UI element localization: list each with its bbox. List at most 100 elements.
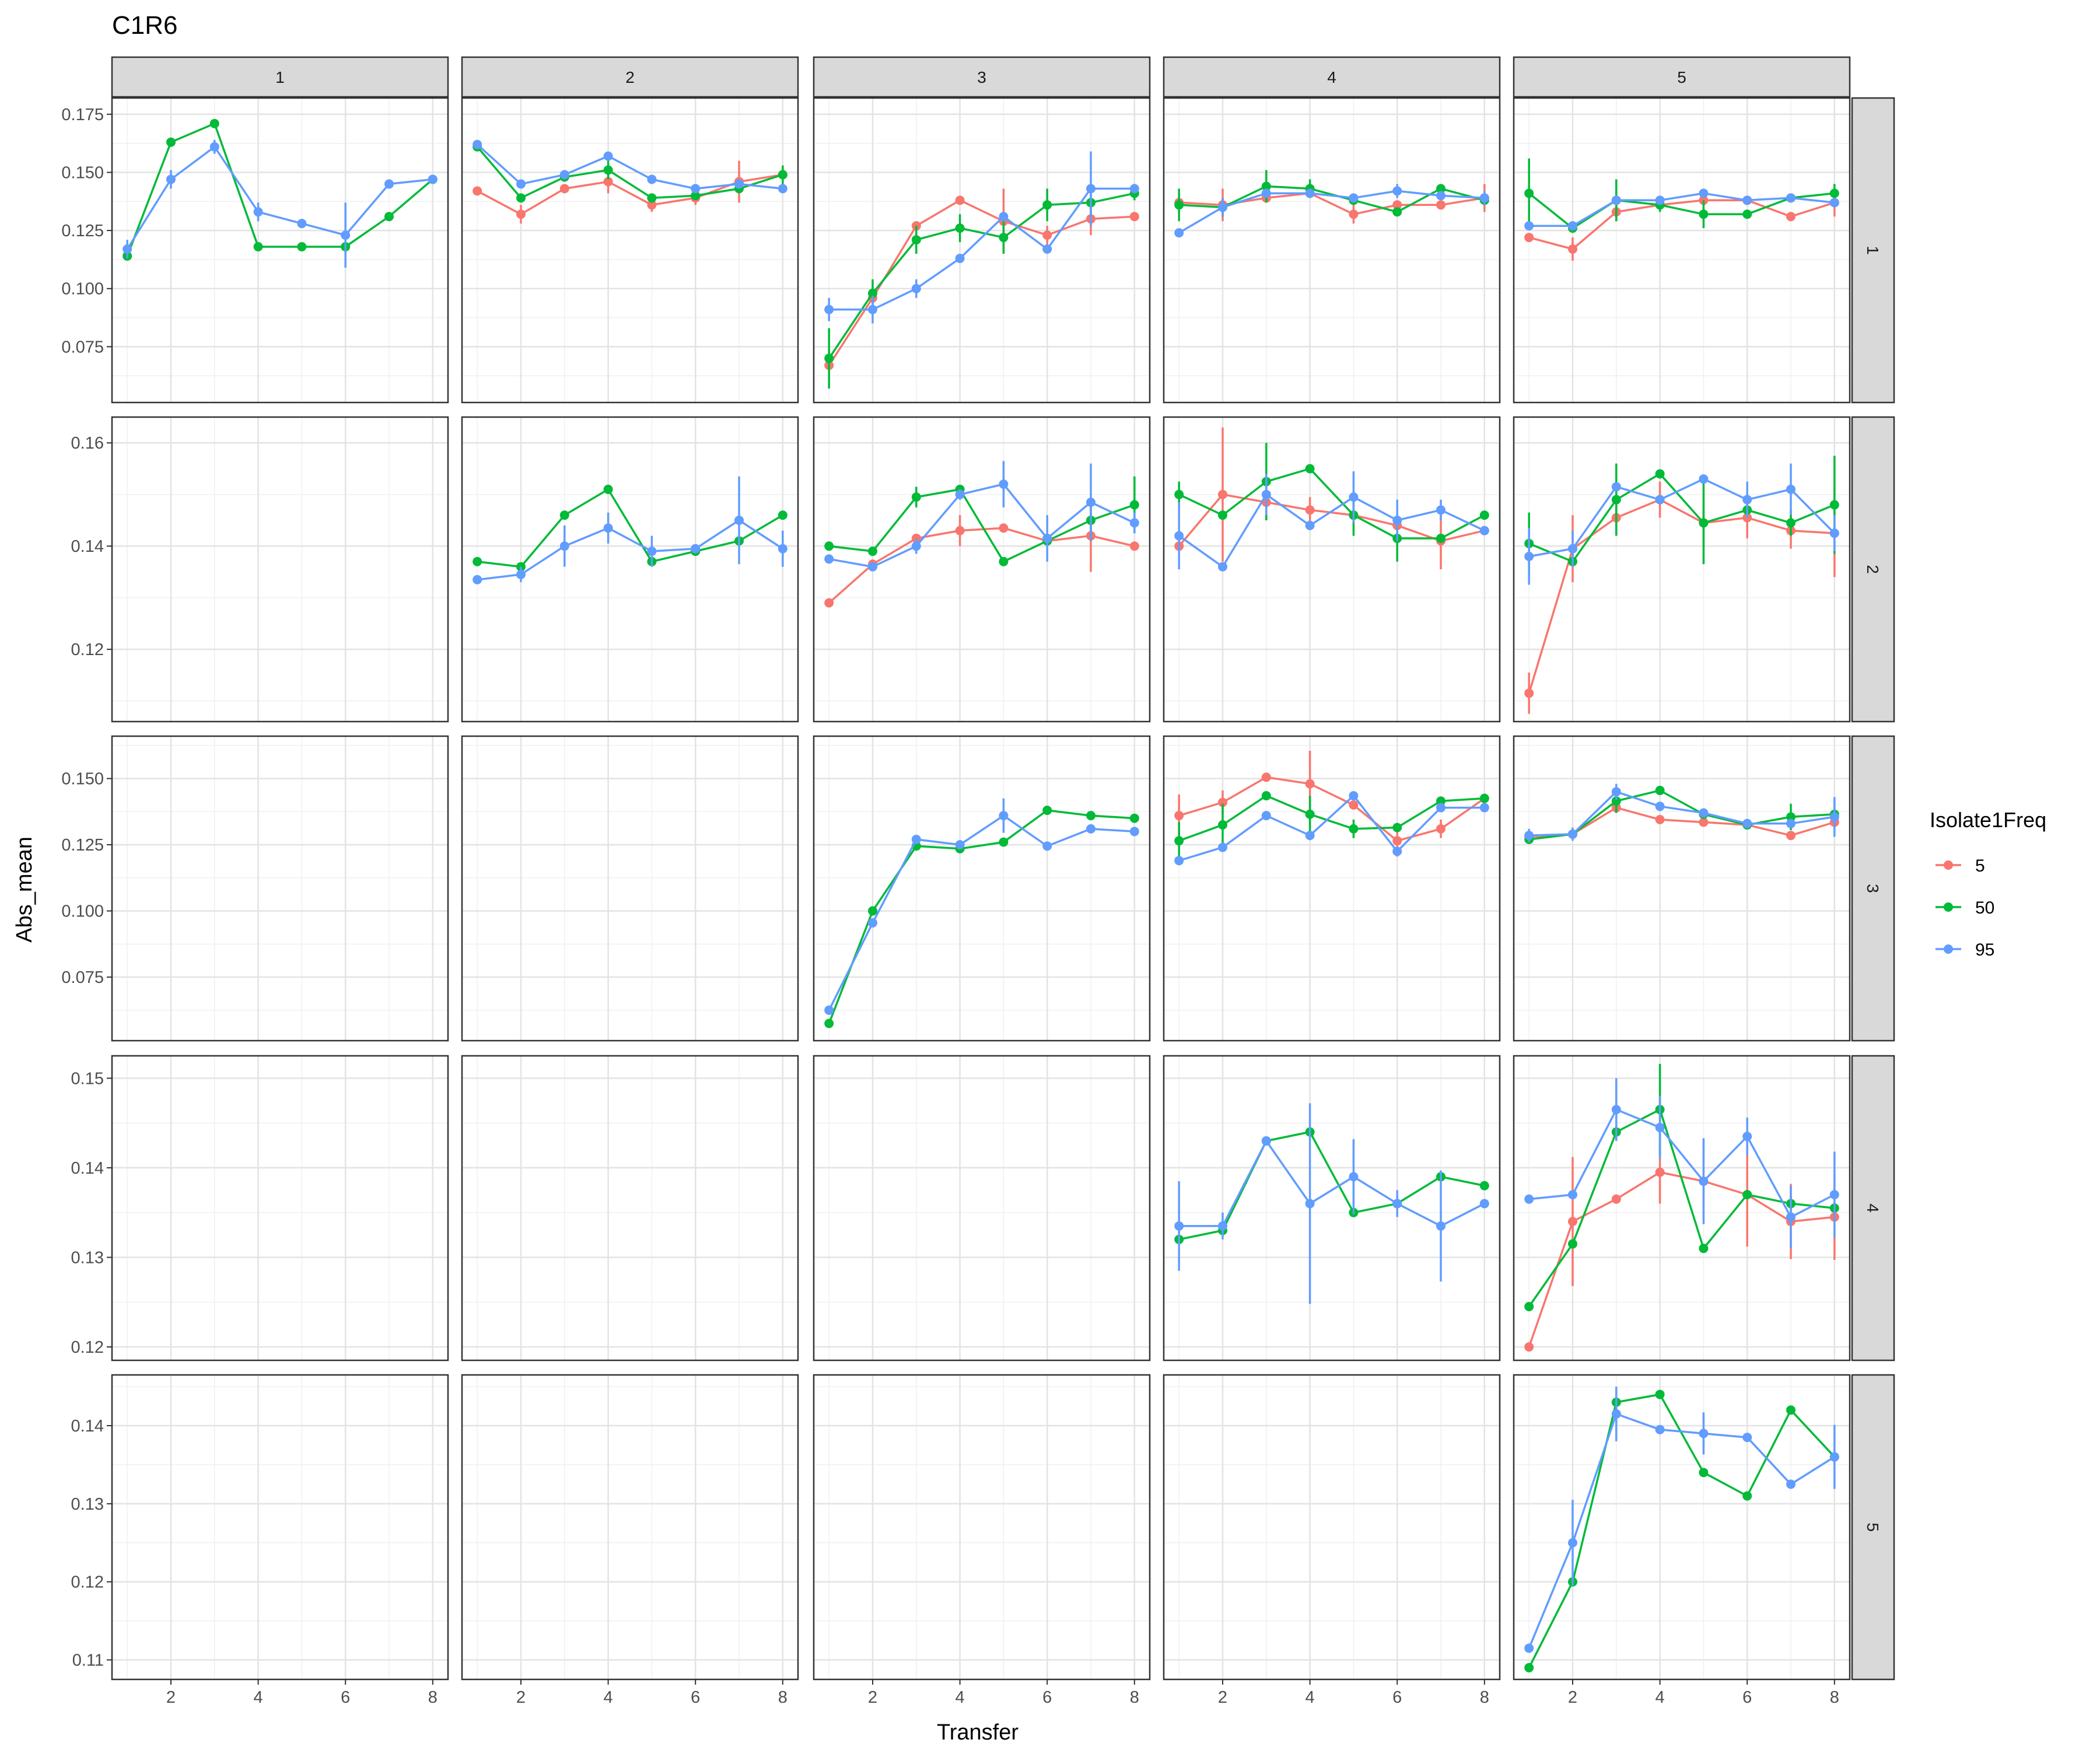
data-point	[1524, 1342, 1534, 1352]
data-point	[1349, 209, 1359, 219]
panel-r4-c1	[112, 1056, 448, 1360]
y-tick-label: 0.13	[71, 1248, 104, 1267]
data-point	[1174, 228, 1184, 238]
data-point	[1174, 1221, 1184, 1231]
data-point	[824, 354, 834, 363]
panel-data-r1-c1	[123, 118, 438, 268]
series-line-50	[1179, 185, 1485, 214]
panel-border	[1513, 416, 1851, 723]
column-strip-1	[111, 56, 449, 98]
data-point	[1042, 230, 1052, 240]
x-tick-label: 8	[778, 1688, 788, 1707]
data-point	[1436, 533, 1446, 543]
series-95	[1524, 188, 1839, 231]
series-line-95	[477, 519, 783, 581]
legend-entry-50: 50	[1936, 898, 1994, 918]
data-point	[1829, 1189, 1839, 1199]
data-point	[1174, 856, 1184, 866]
data-point	[1217, 489, 1227, 499]
y-tick-label: 0.14	[71, 1417, 104, 1436]
panel-background	[112, 417, 448, 722]
series-line-95	[126, 145, 433, 250]
data-point	[1699, 808, 1709, 818]
x-tick-label: 8	[428, 1688, 438, 1707]
data-point	[559, 170, 569, 180]
data-point	[1261, 791, 1271, 801]
data-point	[1217, 202, 1227, 212]
panel-background	[1164, 1375, 1500, 1679]
panel-border	[1513, 1374, 1851, 1681]
data-point	[1436, 824, 1446, 834]
panel-border	[1163, 1374, 1501, 1681]
data-point	[1524, 688, 1534, 698]
data-point	[1174, 836, 1184, 846]
data-point	[1524, 221, 1534, 231]
series-line-50	[1528, 192, 1835, 229]
panel-r1-c4	[1164, 98, 1500, 402]
row-strip-5	[1851, 1374, 1895, 1681]
row-strip-2	[1851, 416, 1895, 723]
data-point	[1174, 531, 1184, 541]
y-tick-label: 0.125	[61, 836, 104, 855]
panel-data-r2-c2	[473, 476, 788, 584]
column-strip-2	[461, 56, 799, 98]
data-point	[1479, 803, 1489, 813]
data-point	[166, 137, 176, 147]
data-point	[867, 562, 877, 572]
data-point	[1174, 200, 1184, 210]
data-point	[1261, 489, 1271, 499]
data-point	[1436, 796, 1446, 806]
panel-data-r5-c5	[1524, 1387, 1839, 1672]
legend-entries: 5 50 95	[1936, 856, 1994, 960]
data-point	[297, 242, 307, 252]
data-point	[1217, 820, 1227, 830]
data-point	[1829, 500, 1839, 510]
panel-border	[813, 97, 1151, 404]
x-tick-label: 2	[166, 1688, 176, 1707]
data-point	[1392, 200, 1402, 210]
panel-border	[1163, 416, 1501, 723]
data-point	[1699, 1176, 1709, 1186]
data-point	[341, 230, 351, 240]
data-point	[1567, 1538, 1577, 1548]
legend-key-point	[1944, 902, 1953, 912]
series-95	[1524, 1387, 1839, 1653]
series-line-50	[1528, 1393, 1836, 1668]
data-point	[1699, 518, 1709, 528]
panel-border	[111, 416, 449, 723]
panel-background	[1164, 417, 1500, 722]
data-point	[1699, 817, 1709, 827]
data-point	[1611, 1194, 1621, 1204]
panel-border	[1513, 1055, 1851, 1362]
data-point	[911, 284, 921, 293]
data-point	[1567, 1217, 1577, 1227]
series-line-95	[1179, 1140, 1485, 1227]
panel-r5-c3	[814, 1375, 1150, 1679]
data-point	[734, 179, 744, 189]
data-point	[1611, 796, 1621, 806]
data-point	[955, 223, 965, 233]
panel-border	[813, 416, 1151, 723]
data-point	[1611, 195, 1621, 205]
row-strip-3	[1851, 735, 1895, 1042]
y-tick-label: 0.12	[71, 640, 104, 659]
data-point	[1829, 528, 1839, 538]
data-point	[867, 547, 877, 556]
data-point	[473, 186, 482, 196]
panel-data-r1-c5	[1524, 158, 1839, 261]
series-95	[473, 139, 788, 194]
y-tick-label: 0.13	[71, 1495, 104, 1514]
data-point	[1349, 800, 1359, 810]
panel-r2-c1	[112, 417, 448, 722]
data-point	[1436, 184, 1446, 194]
data-point	[516, 209, 526, 219]
data-point	[999, 212, 1009, 222]
panel-background	[814, 736, 1150, 1041]
column-strip-label-1: 1	[275, 68, 285, 86]
data-point	[559, 184, 569, 194]
data-point	[1261, 188, 1271, 198]
panel-background	[1164, 98, 1500, 402]
data-point	[1567, 221, 1577, 231]
series-line-95	[1529, 192, 1835, 227]
data-point	[1042, 841, 1052, 851]
